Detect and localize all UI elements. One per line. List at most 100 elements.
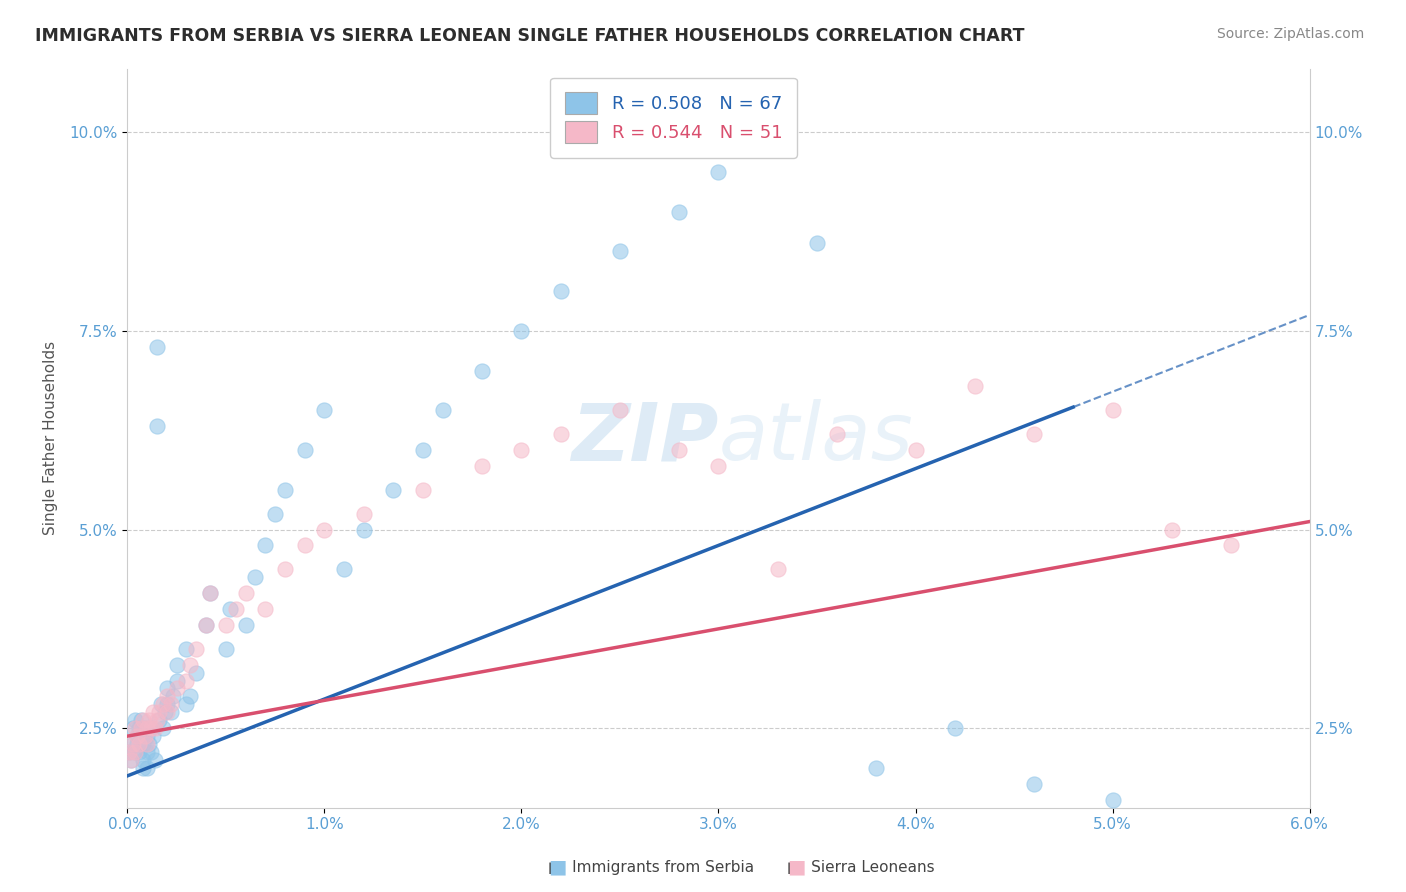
Point: [186, 641, 208, 656]
Point: [382, 483, 405, 497]
Point: [118, 745, 141, 759]
Point: [550, 427, 572, 442]
Point: [127, 729, 149, 743]
Point: [132, 737, 155, 751]
Point: [139, 721, 162, 735]
Point: [166, 681, 188, 696]
Point: [510, 324, 533, 338]
Point: [143, 721, 166, 735]
Text: atlas: atlas: [718, 399, 914, 477]
Point: [264, 507, 287, 521]
Point: [127, 737, 149, 751]
Point: [142, 706, 165, 720]
Point: [904, 443, 927, 458]
Point: [609, 244, 631, 259]
Point: [156, 706, 179, 720]
Point: [139, 721, 162, 735]
Point: [195, 618, 218, 632]
Point: [215, 641, 238, 656]
Point: [215, 618, 238, 632]
Point: [159, 698, 181, 712]
Point: [148, 713, 170, 727]
Point: [235, 586, 257, 600]
Point: [806, 236, 828, 251]
Point: [166, 673, 188, 688]
Point: [943, 721, 966, 735]
Point: [120, 753, 142, 767]
Point: [124, 745, 146, 759]
Point: [825, 427, 848, 442]
Text: Source: ZipAtlas.com: Source: ZipAtlas.com: [1216, 27, 1364, 41]
Point: [314, 523, 336, 537]
Point: [198, 586, 221, 600]
Point: [129, 713, 152, 727]
Point: [254, 538, 277, 552]
Point: [179, 657, 201, 672]
Point: [149, 698, 172, 712]
Point: [1101, 793, 1123, 807]
Point: [198, 586, 221, 600]
Point: [550, 284, 572, 298]
Point: [156, 698, 179, 712]
Point: [668, 443, 690, 458]
Point: [136, 745, 159, 759]
Point: [353, 523, 375, 537]
Point: [166, 657, 188, 672]
Point: [134, 729, 156, 743]
Point: [143, 753, 166, 767]
Point: [148, 706, 170, 720]
Point: [134, 721, 156, 735]
Point: [124, 745, 146, 759]
Point: [195, 618, 218, 632]
Point: [1160, 523, 1182, 537]
Point: [1101, 403, 1123, 417]
Point: [118, 745, 141, 759]
Point: [122, 737, 145, 751]
Point: [353, 507, 375, 521]
Point: [294, 538, 316, 552]
Point: [218, 602, 240, 616]
Point: [124, 721, 146, 735]
Point: [159, 706, 181, 720]
Text: IMMIGRANTS FROM SERBIA VS SIERRA LEONEAN SINGLE FATHER HOUSEHOLDS CORRELATION CH: IMMIGRANTS FROM SERBIA VS SIERRA LEONEAN…: [35, 27, 1025, 45]
Point: [510, 443, 533, 458]
Point: [136, 729, 159, 743]
Point: [432, 403, 454, 417]
Point: [254, 602, 277, 616]
Point: [235, 618, 257, 632]
Point: [128, 737, 150, 751]
Point: [152, 721, 174, 735]
Point: [136, 721, 159, 735]
Point: [136, 761, 159, 775]
Point: [136, 737, 159, 751]
Point: [471, 363, 494, 377]
Point: [152, 698, 174, 712]
Point: [186, 665, 208, 680]
Point: [412, 443, 434, 458]
Text: ZIP: ZIP: [571, 399, 718, 477]
Point: [128, 745, 150, 759]
Point: [609, 403, 631, 417]
Point: [1219, 538, 1241, 552]
Point: [156, 690, 179, 704]
Point: [132, 761, 155, 775]
Point: [122, 721, 145, 735]
Point: [146, 419, 169, 434]
Point: [274, 562, 297, 576]
Point: [176, 673, 198, 688]
Point: [146, 340, 169, 354]
Point: [139, 745, 162, 759]
Point: [156, 681, 179, 696]
Point: [245, 570, 267, 584]
Point: [142, 729, 165, 743]
Point: [176, 641, 198, 656]
Point: [153, 706, 176, 720]
Legend: R = 0.508   N = 67, R = 0.544   N = 51: R = 0.508 N = 67, R = 0.544 N = 51: [550, 78, 797, 158]
Point: [471, 458, 494, 473]
Point: [865, 761, 887, 775]
Point: [412, 483, 434, 497]
Point: [274, 483, 297, 497]
Point: [124, 713, 146, 727]
Point: [129, 729, 152, 743]
Point: [766, 562, 789, 576]
